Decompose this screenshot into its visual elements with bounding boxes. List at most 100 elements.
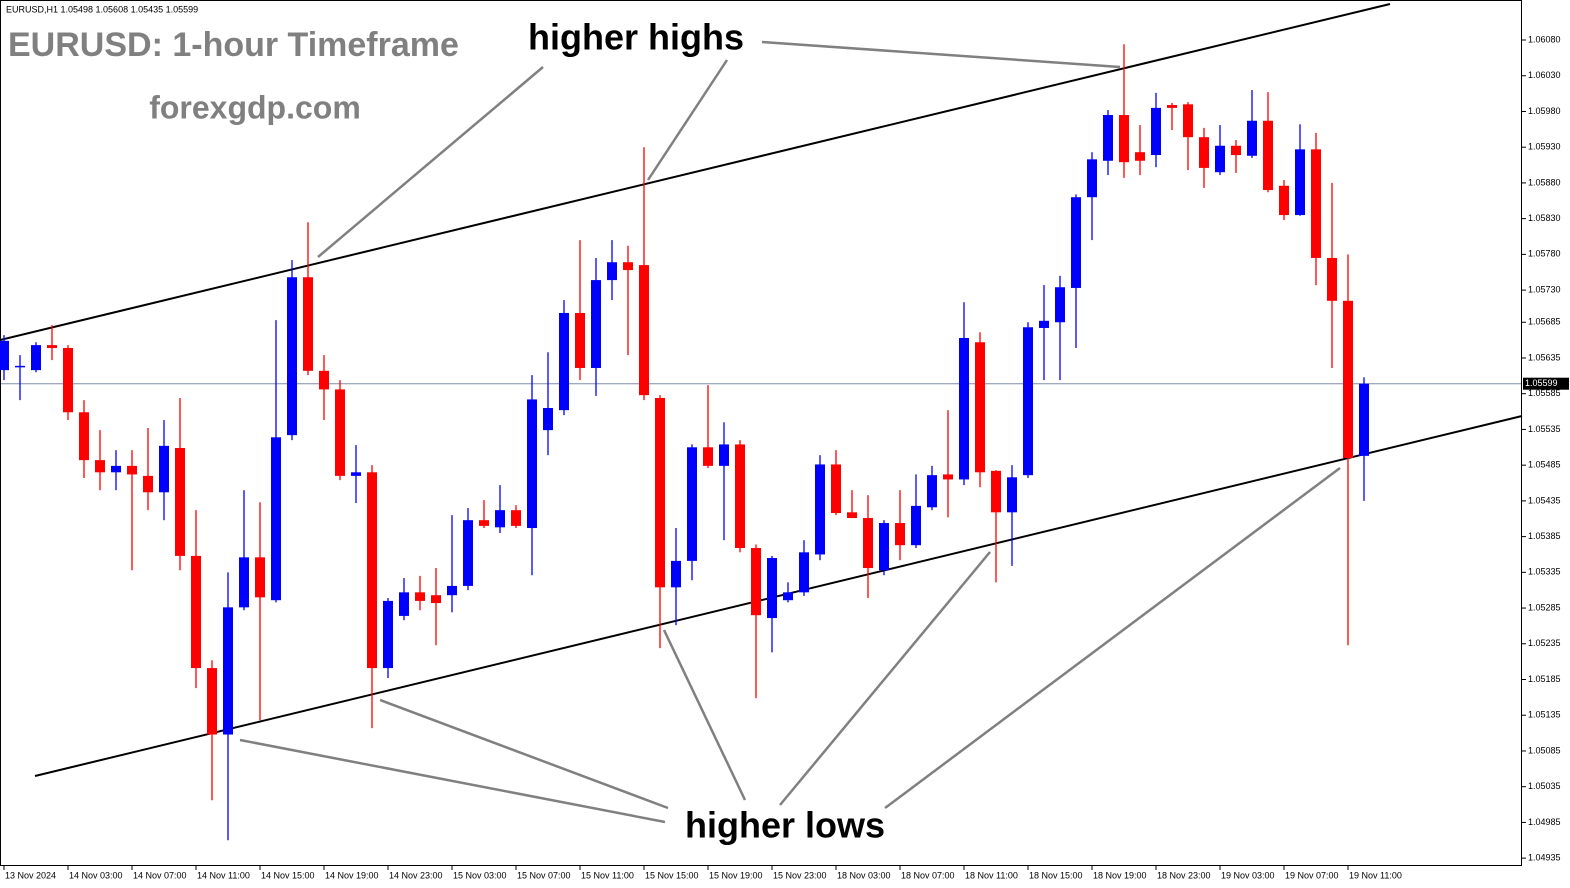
- y-tick-label: 1.05930: [1528, 142, 1561, 152]
- candle-body: [1215, 145, 1225, 173]
- candle-body: [783, 592, 793, 601]
- pointer: [379, 698, 669, 810]
- candle-body: [1327, 257, 1337, 301]
- candle-body: [1343, 300, 1353, 459]
- candle-body: [927, 475, 937, 508]
- x-tick-label: 13 Nov 2024: [5, 870, 56, 880]
- pointer: [646, 59, 729, 181]
- x-tick-label: 19 Nov 11:00: [1349, 870, 1402, 880]
- candle-body: [1007, 477, 1017, 513]
- x-tick-label: 15 Nov 19:00: [709, 870, 763, 880]
- y-tick-label: 1.05335: [1528, 567, 1561, 577]
- candle-body: [351, 472, 361, 476]
- candle-body: [1295, 149, 1305, 216]
- candle-body: [1039, 320, 1049, 328]
- candle-body: [111, 465, 121, 473]
- candle-body: [895, 523, 905, 546]
- current-price-box: [1523, 377, 1569, 390]
- candle-body: [575, 312, 585, 368]
- candle-body: [367, 472, 377, 669]
- candle-body: [703, 447, 713, 466]
- candle-body: [591, 280, 601, 368]
- y-tick-label: 1.05185: [1528, 674, 1561, 684]
- y-tick-label: 1.06030: [1528, 70, 1561, 80]
- candle-body: [79, 412, 89, 461]
- candle-body: [975, 342, 985, 473]
- x-tick-label: 15 Nov 03:00: [453, 870, 507, 880]
- candle-body: [1087, 159, 1097, 198]
- pointer-lines: [239, 40, 1341, 824]
- candle-body: [527, 399, 537, 529]
- y-tick-label: 1.05830: [1528, 213, 1561, 223]
- candle-body: [623, 262, 633, 271]
- x-tick-label: 14 Nov 19:00: [325, 870, 379, 880]
- y-tick-label: 1.05980: [1528, 106, 1561, 116]
- x-tick-label: 18 Nov 07:00: [901, 870, 955, 880]
- x-tick-label: 19 Nov 03:00: [1221, 870, 1275, 880]
- candle-body: [959, 337, 969, 480]
- pointer: [317, 66, 544, 258]
- candle-body: [607, 262, 617, 281]
- candle-body: [1199, 137, 1209, 168]
- y-tick-label: 1.05235: [1528, 638, 1561, 648]
- pointer: [761, 40, 1121, 69]
- candle-body: [1135, 152, 1145, 161]
- candle-body: [143, 475, 153, 493]
- candle-body: [1247, 120, 1257, 156]
- annotation: higher highs: [528, 17, 744, 58]
- candle-body: [1183, 104, 1193, 138]
- candle-body: [719, 444, 729, 466]
- y-tick-label: 1.05635: [1528, 352, 1561, 362]
- candle-body: [831, 464, 841, 514]
- pointer: [779, 551, 991, 806]
- x-tick-label: 18 Nov 19:00: [1093, 870, 1147, 880]
- candle-body: [303, 277, 313, 371]
- chart-subtitle: forexgdp.com: [149, 89, 361, 125]
- candle-body: [1071, 197, 1081, 288]
- candle-body: [127, 465, 137, 475]
- candle-body: [31, 345, 41, 371]
- candle-body: [543, 407, 553, 431]
- candle-body: [911, 505, 921, 546]
- candle-body: [815, 464, 825, 555]
- y-tick-label: 1.05085: [1528, 745, 1561, 755]
- candle-body: [95, 460, 105, 473]
- x-tick-label: 18 Nov 11:00: [965, 870, 1018, 880]
- candle-body: [255, 557, 265, 598]
- x-tick-label: 18 Nov 15:00: [1029, 870, 1083, 880]
- y-tick-label: 1.05730: [1528, 284, 1561, 294]
- candle-body: [223, 607, 233, 735]
- candle-body: [991, 470, 1001, 513]
- annotation-lines: [0, 3, 1523, 777]
- current-price-label: 1.05599: [1525, 378, 1558, 388]
- y-tick-label: 1.05880: [1528, 177, 1561, 187]
- candle-body: [479, 520, 489, 526]
- candle-body: [191, 555, 201, 669]
- candle-body: [415, 592, 425, 601]
- annotation: higher lows: [685, 805, 885, 846]
- candle-body: [511, 510, 521, 526]
- chart-title: EURUSD: 1-hour Timeframe: [8, 26, 459, 64]
- y-tick-label: 1.05385: [1528, 531, 1561, 541]
- candle-body: [239, 557, 249, 608]
- candle-body: [671, 560, 681, 588]
- candle-body: [1055, 287, 1065, 323]
- candle-body: [767, 558, 777, 619]
- candle-body: [847, 512, 857, 519]
- y-tick-label: 1.05685: [1528, 317, 1561, 327]
- candle-body: [1103, 115, 1113, 161]
- candle-body: [319, 370, 329, 390]
- x-tick-label: 15 Nov 23:00: [773, 870, 827, 880]
- candle-body: [287, 277, 297, 436]
- candle-body: [271, 437, 281, 601]
- y-tick-label: 1.05585: [1528, 388, 1561, 398]
- y-tick-label: 1.06080: [1528, 34, 1561, 44]
- candle-body: [431, 595, 441, 604]
- candle-body: [63, 347, 73, 413]
- y-tick-label: 1.05435: [1528, 495, 1561, 505]
- candle-body: [735, 444, 745, 549]
- pointer: [239, 738, 666, 824]
- candle-body: [1359, 383, 1369, 456]
- candle-body: [447, 585, 457, 596]
